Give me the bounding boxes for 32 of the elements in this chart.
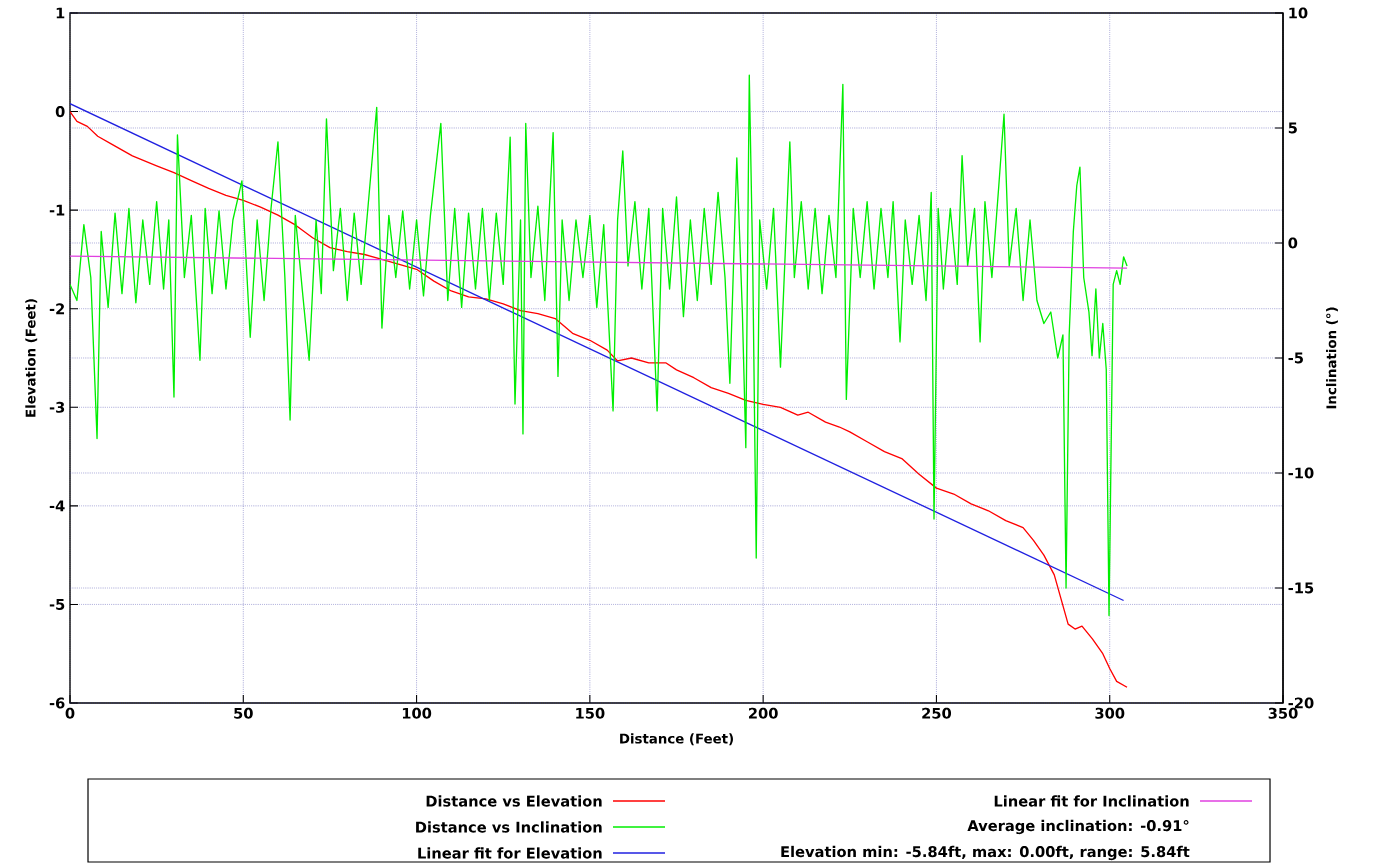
y2-axis-title: Inclination (°) bbox=[1326, 307, 1338, 409]
y-tick-label: -2 bbox=[49, 303, 65, 315]
text: Average inclination: -0.91° bbox=[967, 819, 1189, 835]
x-tick-label: 350 bbox=[1268, 707, 1298, 719]
y2-tick-label: -10 bbox=[1288, 467, 1314, 479]
y-tick-label: -4 bbox=[49, 500, 65, 512]
y2-tick-label: -15 bbox=[1288, 582, 1314, 594]
x-tick-label: 50 bbox=[234, 707, 253, 719]
x-axis-title: Distance (Feet) bbox=[620, 733, 733, 746]
text: Elevation min: -5.84ft, max: 0.00ft, range: 5.84ft bbox=[781, 845, 1190, 861]
legend-label: Linear fit for Elevation bbox=[418, 847, 602, 859]
legend-label: Distance vs Elevation bbox=[426, 795, 602, 807]
x-tick-label: 200 bbox=[748, 707, 778, 719]
y2-tick-label: -20 bbox=[1288, 697, 1314, 709]
x-tick-label: 100 bbox=[402, 707, 432, 719]
x-tick-label: 0 bbox=[65, 707, 75, 719]
y-tick-label: -1 bbox=[49, 204, 65, 216]
y-tick-label: -6 bbox=[49, 697, 65, 709]
legend-label: Linear fit for Inclination bbox=[994, 795, 1189, 807]
y2-tick-label: 10 bbox=[1289, 7, 1308, 19]
y-tick-label: 1 bbox=[56, 7, 65, 19]
x-tick-label: 150 bbox=[576, 707, 605, 719]
x-tick-label: 250 bbox=[922, 707, 952, 719]
y-tick-label: -5 bbox=[49, 598, 65, 610]
y2-tick-label: -5 bbox=[1288, 352, 1303, 364]
y2-tick-label: 5 bbox=[1288, 122, 1297, 134]
y-tick-label: -3 bbox=[49, 401, 65, 413]
y2-tick-label: 0 bbox=[1288, 237, 1298, 249]
y-axis-title: Elevation (Feet) bbox=[25, 299, 38, 417]
x-tick-label: 300 bbox=[1095, 707, 1125, 719]
legend-label: Distance vs Inclination bbox=[416, 821, 602, 833]
y-tick-label: 0 bbox=[55, 106, 65, 118]
